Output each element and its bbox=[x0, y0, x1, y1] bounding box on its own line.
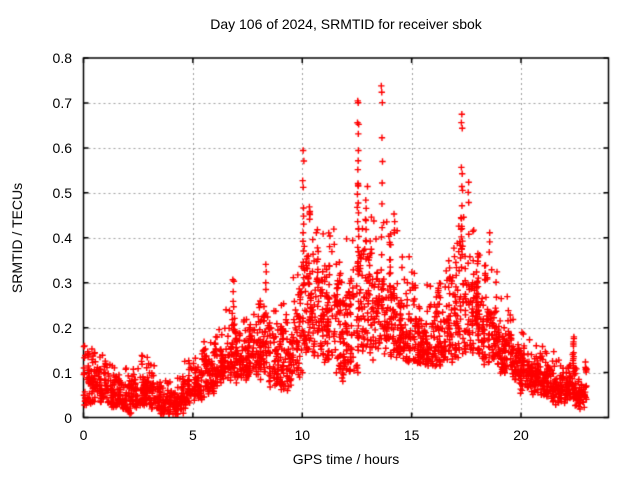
y-tick-label: 0.5 bbox=[52, 184, 72, 201]
y-tick-label: 0.1 bbox=[52, 364, 72, 381]
x-tick-label: 10 bbox=[294, 427, 311, 443]
y-tick-label: 0 bbox=[64, 409, 72, 426]
y-tick-label: 0.7 bbox=[52, 94, 72, 111]
x-axis-label: GPS time / hours bbox=[292, 451, 400, 467]
y-tick-label: 0.4 bbox=[52, 229, 72, 246]
y-tick-label: 0.3 bbox=[52, 274, 72, 291]
chart-title: Day 106 of 2024, SRMTID for receiver sbo… bbox=[210, 16, 482, 32]
x-tick-label: 5 bbox=[188, 427, 197, 443]
y-tick-label: 0.6 bbox=[52, 139, 72, 156]
y-tick-label: 0.2 bbox=[52, 319, 72, 336]
y-tick-label: 0.8 bbox=[52, 50, 72, 66]
x-tick-label: 0 bbox=[79, 427, 88, 443]
x-tick-label: 15 bbox=[403, 427, 420, 443]
x-tick-label: 20 bbox=[513, 427, 529, 443]
